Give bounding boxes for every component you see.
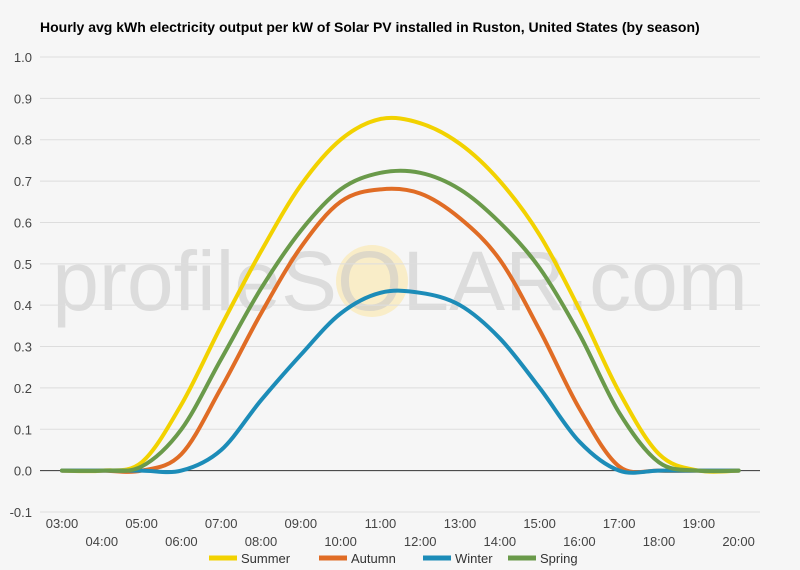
x-tick-label: 08:00 — [245, 534, 278, 549]
y-axis: -0.1 0.0 0.1 0.2 0.3 0.4 0.5 0.6 0.7 0.8 0.9 1.0 — [10, 50, 32, 520]
x-tick-label: 11:00 — [365, 516, 397, 531]
x-tick-label: 03:00 — [46, 516, 79, 531]
series-line-winter — [60, 288, 741, 475]
x-axis: 03:00 04:00 05:00 06:00 07:00 08:00 09:00 10:00… — [46, 516, 755, 549]
legend-item-spring[interactable]: Spring — [508, 551, 578, 566]
legend-item-summer[interactable]: Summer — [209, 551, 291, 566]
x-tick-label: 14:00 — [484, 534, 517, 549]
x-tick-label: 05:00 — [125, 516, 158, 531]
x-tick-label: 20:00 — [722, 534, 755, 549]
y-tick-label: 0.8 — [14, 133, 32, 148]
watermark-sun-icon — [336, 245, 408, 317]
y-tick-label: 0.2 — [14, 381, 32, 396]
x-tick-label: 16:00 — [563, 534, 596, 549]
legend-label: Summer — [241, 551, 291, 566]
x-tick-label: 13:00 — [444, 516, 477, 531]
series-line-spring — [60, 168, 741, 474]
x-tick-label: 10:00 — [324, 534, 357, 549]
y-tick-label: 0.0 — [14, 464, 32, 479]
x-tick-label: 04:00 — [86, 534, 119, 549]
x-tick-label: 07:00 — [205, 516, 238, 531]
y-tick-label: 0.5 — [14, 257, 32, 272]
x-tick-label: 12:00 — [404, 534, 437, 549]
legend[interactable]: Summer Autumn Winter Spring — [209, 551, 578, 566]
series-lines — [60, 115, 741, 475]
x-tick-label: 19:00 — [683, 516, 716, 531]
legend-label: Winter — [455, 551, 493, 566]
watermark-text: profileSOLAR.com — [52, 234, 748, 328]
series-line-autumn — [60, 186, 741, 475]
chart-title: Hourly avg kWh electricity output per kW… — [40, 19, 700, 35]
y-tick-label: 1.0 — [14, 50, 32, 65]
legend-item-winter[interactable]: Winter — [423, 551, 493, 566]
x-tick-label: 06:00 — [165, 534, 198, 549]
y-tick-label: 0.4 — [14, 298, 32, 313]
x-tick-label: 09:00 — [285, 516, 318, 531]
legend-item-autumn[interactable]: Autumn — [319, 551, 396, 566]
legend-label: Spring — [540, 551, 578, 566]
y-tick-label: 0.3 — [14, 340, 32, 355]
watermark: profileSOLAR.com — [52, 234, 748, 328]
x-tick-label: 18:00 — [643, 534, 676, 549]
x-tick-label: 17:00 — [603, 516, 636, 531]
y-tick-label: 0.7 — [14, 174, 32, 189]
x-tick-label: 15:00 — [523, 516, 556, 531]
legend-label: Autumn — [351, 551, 396, 566]
series-line-summer — [60, 115, 741, 474]
y-tick-label: 0.9 — [14, 91, 32, 106]
y-tick-label: -0.1 — [10, 505, 32, 520]
y-tick-label: 0.1 — [14, 422, 32, 437]
y-tick-label: 0.6 — [14, 215, 32, 230]
